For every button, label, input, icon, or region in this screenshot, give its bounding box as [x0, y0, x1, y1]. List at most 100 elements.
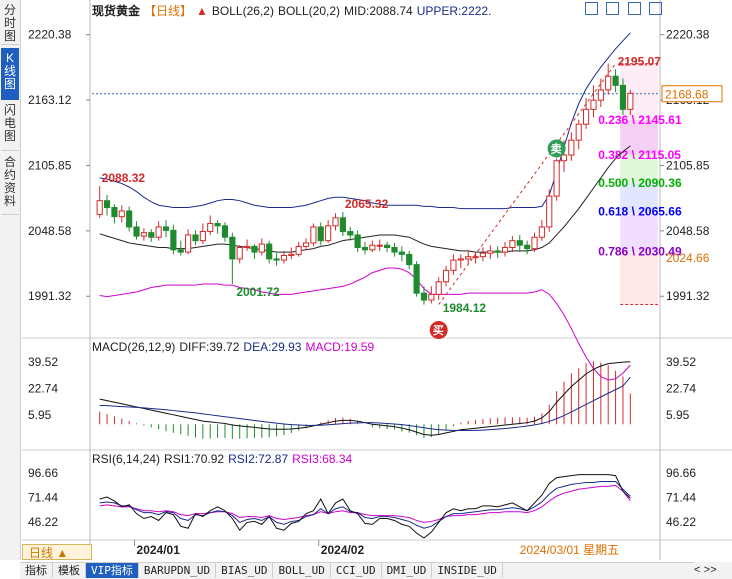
zoom-in-icon[interactable] — [627, 2, 641, 15]
tab-templates[interactable]: 模板 — [53, 563, 86, 578]
tab-next-button[interactable]: >> — [703, 564, 717, 576]
left-sidebar: 分时图 K线图 闪电图 合约资料 — [0, 0, 21, 560]
high-annotation: 2088.32 — [102, 171, 146, 185]
tab-inside-ud[interactable]: INSIDE_UD — [432, 563, 503, 578]
candle-body — [398, 251, 405, 255]
candle-body — [413, 264, 420, 294]
candle-body — [590, 99, 597, 110]
candle-body — [214, 223, 221, 227]
candle-body — [185, 234, 192, 253]
candle-body — [391, 247, 398, 253]
tab-vip-indicators[interactable]: VIP指标 — [86, 563, 139, 578]
candle-body — [236, 247, 243, 260]
tab-contract-info[interactable]: 合约资料 — [1, 152, 19, 215]
candle-body — [302, 242, 310, 247]
candle-body — [501, 247, 509, 253]
chart-canvas[interactable]: 2220.382220.382163.122163.122105.852105.… — [0, 0, 732, 560]
candle-body — [103, 200, 111, 209]
boll-upper-line — [99, 32, 631, 210]
candle-body — [295, 245, 302, 255]
candle-body — [472, 256, 479, 259]
candle-body — [457, 258, 464, 261]
candle-body — [332, 217, 339, 227]
candle-body — [288, 253, 295, 256]
tab-indicators[interactable]: 指标 — [20, 563, 53, 578]
chart-toolbar — [580, 2, 662, 18]
macd-dea-value: DEA:29.93 — [243, 340, 302, 354]
boll-mid-value: MID:2088.74 — [344, 4, 413, 18]
candle-body — [280, 254, 288, 261]
candle-body — [207, 223, 214, 233]
rsi2-line — [99, 480, 631, 529]
candle-body — [465, 256, 472, 260]
candle-body — [509, 240, 516, 249]
zoom-fit-icon[interactable] — [584, 2, 598, 15]
candle-body — [553, 160, 560, 197]
buy-signal-label: 买 — [433, 324, 444, 337]
tab-intraday[interactable]: 分时图 — [1, 2, 19, 45]
candle-body — [177, 249, 184, 253]
candle-body — [118, 210, 125, 218]
fib-level-label: 0.618 \ 2065.66 — [598, 204, 682, 218]
candle-body — [605, 75, 612, 91]
fib-zone — [620, 183, 658, 212]
candle-body — [546, 195, 553, 228]
rsi-axis-tick-left: 71.44 — [28, 491, 58, 505]
candle-body — [538, 226, 545, 238]
tab-kline[interactable]: K线图 — [1, 48, 19, 101]
candle-body — [258, 243, 265, 253]
macd-legend: MACD(26,12,9) DIFF:39.72 DEA:29.93 MACD:19.… — [92, 340, 378, 354]
tab-dmi-ud[interactable]: DMI_UD — [382, 563, 433, 578]
indicator-tab-bar: 指标 模板 VIP指标 BARUPDN_UD BIAS_UD BOLL_UD CCI_UD D… — [20, 562, 732, 579]
candle-body — [317, 226, 324, 242]
candle-body — [531, 236, 538, 250]
tab-flash-chart[interactable]: 闪电图 — [1, 100, 19, 151]
tab-boll-ud[interactable]: BOLL_UD — [273, 563, 331, 578]
macd-axis-tick-left: 5.95 — [28, 408, 52, 422]
candle-body — [155, 226, 162, 238]
low-annotation: 1984.12 — [443, 301, 487, 315]
zoom-out-icon[interactable] — [606, 2, 620, 15]
close-icon[interactable] — [649, 2, 662, 15]
macd-axis-tick-right: 22.74 — [666, 381, 696, 395]
fib-level-label: 0.236 \ 2145.61 — [598, 113, 682, 127]
fib-level-label: 0.500 \ 2090.36 — [598, 176, 682, 190]
candle-body — [229, 236, 236, 260]
high-annotation: 2065.32 — [345, 197, 389, 211]
tab-bias-ud[interactable]: BIAS_UD — [216, 563, 274, 578]
rsi-axis-tick-left: 96.66 — [28, 466, 58, 480]
candle-body — [369, 244, 376, 251]
candle-body — [450, 259, 457, 271]
candle-body — [133, 226, 140, 237]
candle-body — [516, 240, 523, 246]
fib-level-label: 0.382 \ 2115.05 — [598, 148, 681, 162]
candle-body — [140, 232, 147, 237]
candle-body — [619, 84, 627, 110]
tab-prev-button[interactable]: < — [694, 564, 701, 576]
x-axis-label-current: 2024/03/01 星期五 — [520, 543, 619, 557]
price-axis-tick-right: 2220.38 — [666, 28, 710, 42]
period-select-button[interactable]: 日线 ▲ — [22, 544, 92, 560]
tab-cci-ud[interactable]: CCI_UD — [331, 563, 382, 578]
candle-body — [524, 244, 531, 250]
sell-signal-marker — [547, 139, 566, 158]
candle-body — [325, 225, 332, 242]
candle-body — [442, 269, 450, 283]
candle-body — [221, 225, 229, 238]
price-axis-tick-right: 2048.58 — [666, 224, 710, 238]
candle-body — [148, 232, 155, 238]
candle-body — [575, 123, 582, 141]
candle-body — [361, 247, 369, 251]
candle-body — [583, 108, 590, 125]
tab-barupdn-ud[interactable]: BARUPDN_UD — [139, 563, 217, 578]
candle-body — [384, 244, 391, 249]
macd-name: MACD(26,12,9) — [92, 340, 176, 354]
x-axis-label: 2024/01 — [137, 543, 181, 557]
macd-axis-tick-left: 22.74 — [28, 381, 58, 395]
candle-body — [347, 231, 354, 236]
candle-body — [494, 250, 501, 253]
candle-body — [251, 245, 258, 253]
candle-body — [244, 245, 251, 249]
price-axis-tick-left: 1991.32 — [28, 289, 72, 303]
macd-axis-tick-left: 39.52 — [28, 355, 58, 369]
